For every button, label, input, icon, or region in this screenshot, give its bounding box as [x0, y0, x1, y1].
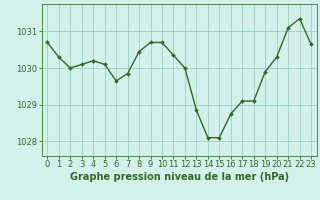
- X-axis label: Graphe pression niveau de la mer (hPa): Graphe pression niveau de la mer (hPa): [70, 172, 289, 182]
